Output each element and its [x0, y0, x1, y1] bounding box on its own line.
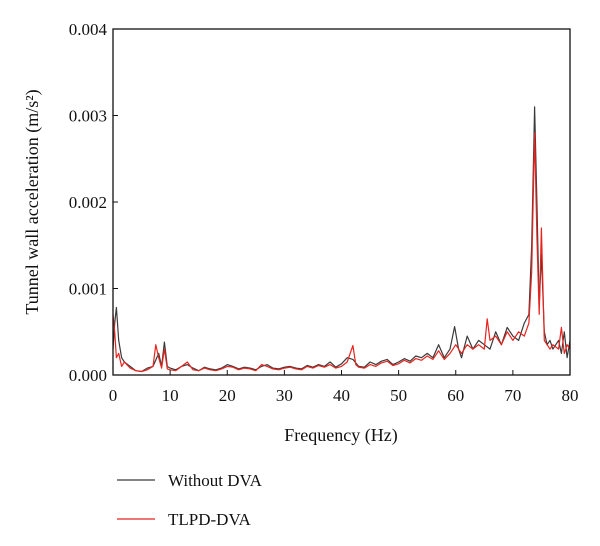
y-axis-title: Tunnel wall acceleration (m/s²) [22, 89, 43, 314]
y-tick-label: 0.001 [69, 280, 107, 299]
series-line-1 [112, 106, 571, 373]
x-axis-ticks: 0 10 20 30 40 50 60 70 80 [109, 370, 579, 405]
legend-label-2: TLPD-DVA [168, 510, 252, 529]
plot-frame [112, 28, 571, 376]
x-tick-label: 10 [162, 386, 179, 405]
legend: Without DVA TLPD-DVA [117, 471, 263, 529]
x-tick-label: 80 [562, 386, 579, 405]
y-tick-label: 0.000 [69, 366, 107, 385]
series-line-2 [112, 132, 571, 373]
x-tick-label: 70 [504, 386, 521, 405]
x-tick-label: 0 [109, 386, 118, 405]
plot-lines [112, 106, 571, 373]
y-tick-label: 0.004 [69, 20, 108, 39]
x-tick-label: 60 [447, 386, 464, 405]
x-tick-label: 30 [276, 386, 293, 405]
x-tick-label: 20 [219, 386, 236, 405]
x-axis-title: Frequency (Hz) [284, 425, 397, 446]
y-tick-label: 0.002 [69, 193, 107, 212]
x-tick-label: 50 [390, 386, 407, 405]
y-tick-label: 0.003 [69, 107, 107, 126]
x-tick-label: 40 [333, 386, 350, 405]
legend-label-1: Without DVA [168, 471, 263, 490]
y-axis-ticks: 0.000 0.001 0.002 0.003 0.004 [69, 20, 118, 385]
